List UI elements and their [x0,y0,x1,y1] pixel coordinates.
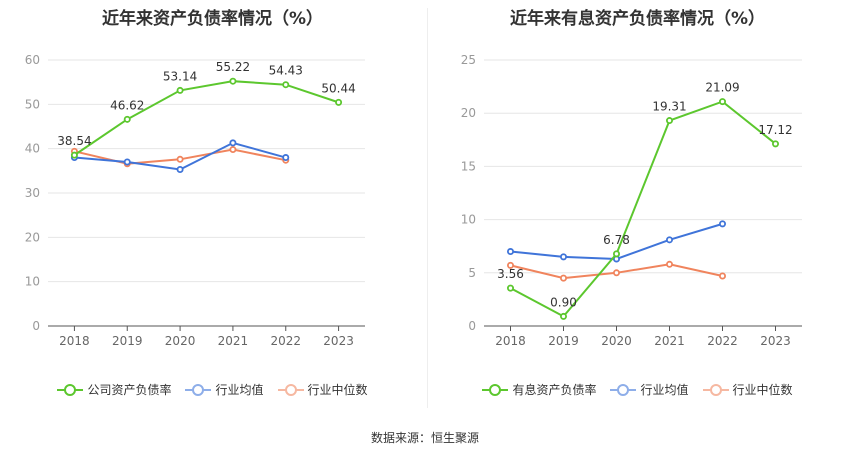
data-point[interactable] [229,139,237,147]
x-tick-label: 2022 [270,334,301,348]
y-tick-label: 15 [461,159,476,173]
x-tick-label: 2021 [654,334,685,348]
data-point[interactable] [559,253,567,261]
legend-marker-icon [185,383,212,397]
x-tick-label: 2023 [323,334,354,348]
legend-label: 行业中位数 [307,383,368,397]
data-point[interactable] [229,77,237,85]
y-tick-label: 0 [32,319,40,333]
data-label: 17.12 [758,123,792,137]
legend-label: 行业均值 [640,383,689,397]
y-tick-label: 25 [461,53,476,67]
x-tick-label: 2020 [601,334,632,348]
series-line [73,80,339,156]
data-point[interactable] [665,260,673,268]
data-point[interactable] [229,146,237,154]
legend: 公司资产负债率 行业均值 行业中位数 [0,381,425,398]
x-tick-label: 2019 [112,334,143,348]
data-label: 46.62 [110,98,144,112]
legend-marker-icon [482,383,509,397]
legend-item-company[interactable]: 公司资产负债率 [57,381,171,398]
data-label: 3.56 [497,267,524,281]
x-tick-label: 2018 [495,334,526,348]
legend-item-industry-mean[interactable]: 行业均值 [185,381,264,398]
data-point[interactable] [612,269,620,277]
chart-title: 近年来有息资产负债率情况（%） [509,9,766,29]
legend-marker-icon [702,383,729,397]
y-tick-label: 30 [25,186,40,200]
chart-panel-interest-debt-ratio: 近年来有息资产负债率情况（%） 0 5 10 15 20 25 2018 2019 2020 20… [425,0,850,410]
legend: 有息资产负债率 行业均值 行业中位数 [425,381,850,398]
data-point[interactable] [612,250,620,258]
data-source: 数据来源：恒生聚源 [370,431,479,445]
y-tick-label: 20 [461,106,476,120]
data-point[interactable] [176,166,184,174]
x-tick-label: 2023 [760,334,791,348]
data-point[interactable] [559,312,567,320]
data-point[interactable] [282,81,290,89]
data-point[interactable] [123,158,131,166]
legend-marker-icon [57,383,84,397]
data-point[interactable] [718,272,726,280]
data-label: 53.14 [163,69,197,83]
chart-title: 近年来资产负债率情况（%） [101,9,324,29]
data-point[interactable] [507,248,515,256]
y-tick-label: 5 [468,266,476,280]
data-point[interactable] [176,86,184,94]
legend-label: 行业均值 [215,383,264,397]
legend-item-industry-mean[interactable]: 行业均值 [610,381,689,398]
data-label: 55.22 [216,60,250,74]
legend-marker-icon [277,383,304,397]
series-line [510,100,777,318]
y-tick-label: 40 [25,142,40,156]
chart-debt-ratio: 0 10 20 30 40 50 60 2018 2019 2020 2021 2022 2023 38.… [25,53,365,348]
x-tick-label: 2021 [218,334,249,348]
data-point[interactable] [559,274,567,282]
chart-panel-debt-ratio: 近年来资产负债率情况（%） 0 10 20 30 40 50 60 2018 2019 2020 2… [0,0,425,410]
legend-item-industry-median[interactable]: 行业中位数 [702,381,793,398]
data-label: 38.54 [57,134,91,148]
legend-item-industry-median[interactable]: 行业中位数 [277,381,368,398]
data-label: 6.78 [603,233,630,247]
data-point[interactable] [665,236,673,244]
legend-marker-icon [610,383,637,397]
data-label: 19.31 [652,100,686,114]
data-point[interactable] [718,98,726,106]
data-point[interactable] [335,98,343,106]
panel-divider [427,8,428,408]
data-point[interactable] [771,140,779,148]
x-tick-label: 2022 [707,334,738,348]
legend-label: 行业中位数 [732,383,793,397]
data-label: 50.44 [321,81,355,95]
y-tick-label: 50 [25,97,40,111]
legend-item-company[interactable]: 有息资产负债率 [482,381,596,398]
data-point[interactable] [70,151,78,159]
data-point[interactable] [507,261,515,269]
data-point[interactable] [665,117,673,125]
y-tick-label: 10 [25,275,40,289]
data-point[interactable] [507,284,515,292]
y-tick-label: 20 [25,230,40,244]
y-tick-label: 60 [25,53,40,67]
data-point[interactable] [718,220,726,228]
data-point[interactable] [176,155,184,163]
x-tick-label: 2019 [548,334,579,348]
legend-label: 公司资产负债率 [87,383,172,397]
data-label: 21.09 [705,81,739,95]
y-tick-label: 10 [461,213,476,227]
chart-interest-debt-ratio: 0 5 10 15 20 25 2018 2019 2020 2021 2022 2023 3.56 0.… [461,53,802,348]
x-tick-label: 2018 [59,334,90,348]
x-tick-label: 2020 [165,334,196,348]
data-point[interactable] [282,154,290,162]
y-tick-label: 0 [468,319,476,333]
data-label: 54.43 [269,64,303,78]
data-label: 0.90 [550,295,577,309]
data-point[interactable] [123,115,131,123]
legend-label: 有息资产负债率 [512,383,597,397]
